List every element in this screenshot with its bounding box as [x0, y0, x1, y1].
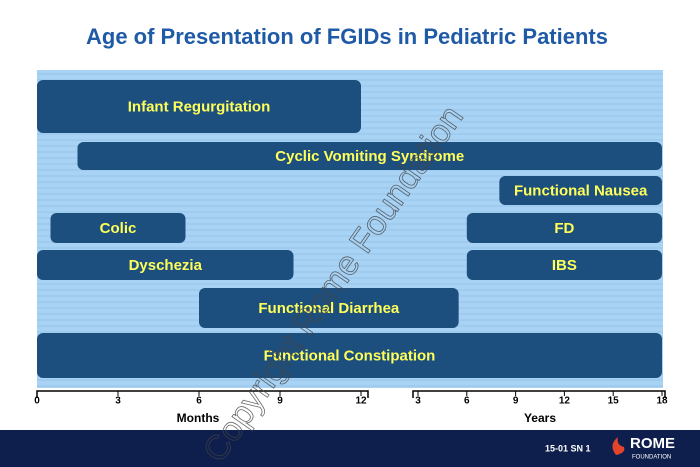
- axis-label: Months: [177, 411, 220, 425]
- bar-label: FD: [554, 220, 574, 237]
- axis-label: Years: [524, 411, 556, 425]
- x-tick-label: 15: [608, 396, 620, 407]
- range-bar: [499, 176, 662, 205]
- axis-line: [36, 390, 369, 398]
- axis-line: [412, 390, 666, 398]
- range-bar: [466, 250, 662, 280]
- range-bar: [37, 80, 361, 133]
- logo-subtext: FOUNDATION: [632, 455, 671, 461]
- range-bar: [50, 213, 186, 243]
- logo-text: ROME: [630, 435, 675, 452]
- x-tick-label: 9: [513, 396, 519, 407]
- range-bar: [466, 213, 662, 243]
- x-tick-label: 0: [34, 396, 40, 407]
- plot: 0 3 6 9 12 Months 3 6 9 12 15 18 Years Infant Regurgi…: [34, 70, 668, 425]
- x-tick-label: 6: [196, 396, 202, 407]
- x-tick-label: 12: [355, 396, 367, 407]
- bar-label: Functional Diarrhea: [258, 300, 400, 317]
- range-bar: [199, 288, 459, 328]
- bar-label: Functional Nausea: [514, 182, 648, 199]
- x-tick-label: 3: [415, 396, 421, 407]
- logo-flame: [612, 437, 625, 455]
- bar-label: Functional Constipation: [264, 347, 436, 364]
- bar-label: IBS: [552, 257, 577, 274]
- x-tick-label: 6: [464, 396, 470, 407]
- x-tick-label: 3: [115, 396, 121, 407]
- bar-label: Dyschezia: [129, 257, 203, 274]
- range-bar: [37, 333, 662, 378]
- range-bar: [77, 142, 662, 170]
- bar-label: Infant Regurgitation: [128, 98, 271, 115]
- bar-label: Cyclic Vomiting Syndrome: [275, 148, 464, 165]
- range-bar: [37, 250, 294, 280]
- chart-title: Age of Presentation of FGIDs in Pediatri…: [86, 24, 608, 49]
- x-tick-label: 18: [656, 396, 668, 407]
- bar-label: Colic: [100, 220, 137, 237]
- x-tick-label: 9: [277, 396, 283, 407]
- x-tick-label: 12: [559, 396, 571, 407]
- footer-band: [0, 430, 700, 467]
- slide-id: 15-01 SN 1: [545, 443, 591, 453]
